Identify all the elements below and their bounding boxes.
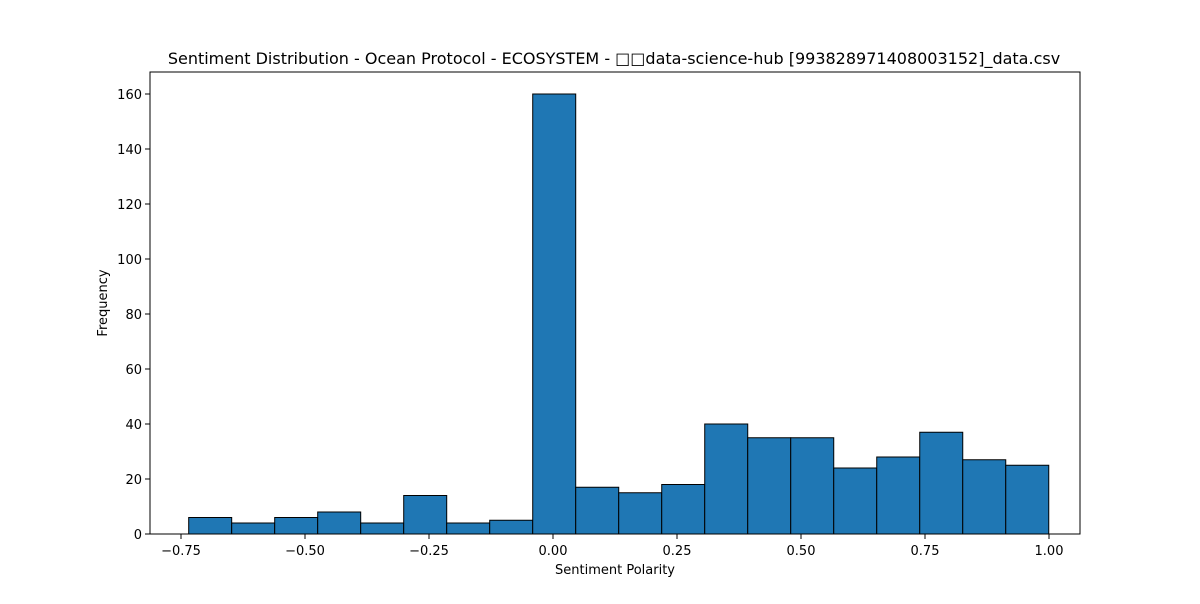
x-tick-label: 1.00 xyxy=(1035,544,1064,559)
bars-layer xyxy=(188,93,1050,535)
x-tick-label: −0.75 xyxy=(161,544,201,559)
x-tick-label: −0.25 xyxy=(409,544,449,559)
y-axis-ticks: 0 20 40 60 80 100 120 140 160 xyxy=(117,88,150,543)
chart-title: Sentiment Distribution - Ocean Protocol … xyxy=(168,49,1060,69)
y-tick-label: 120 xyxy=(117,198,142,213)
histogram-bar xyxy=(446,522,491,535)
plot-frame xyxy=(149,71,1081,535)
histogram-bar xyxy=(790,437,835,535)
histogram-bar xyxy=(188,517,233,535)
histogram-bar xyxy=(876,456,921,535)
y-tick-label: 80 xyxy=(125,308,142,323)
x-tick-label: 0.00 xyxy=(539,544,568,559)
histogram-bar xyxy=(231,522,276,535)
histogram-bar xyxy=(360,522,405,535)
y-tick-label: 20 xyxy=(125,473,142,488)
histogram-bar xyxy=(575,486,620,535)
x-tick-label: −0.50 xyxy=(285,544,325,559)
y-tick-label: 60 xyxy=(125,363,142,378)
x-tick-label: 0.50 xyxy=(787,544,816,559)
histogram-bar xyxy=(274,517,319,535)
x-axis-label: Sentiment Polarity xyxy=(555,563,675,578)
x-tick-label: 0.75 xyxy=(911,544,940,559)
y-tick-label: 140 xyxy=(117,143,142,158)
y-tick-label: 40 xyxy=(125,418,142,433)
x-tick-label: 0.25 xyxy=(663,544,692,559)
histogram-bar xyxy=(704,423,749,535)
y-tick-label: 160 xyxy=(117,88,142,103)
histogram-bar xyxy=(618,492,663,535)
y-tick-label: 0 xyxy=(134,528,142,543)
histogram-bar xyxy=(833,467,878,535)
histogram-bar xyxy=(317,511,362,535)
y-tick-label: 100 xyxy=(117,253,142,268)
histogram-bar xyxy=(489,519,534,535)
x-axis-ticks: −0.75 −0.50 −0.25 0.00 0.25 0.50 0.75 1.00 xyxy=(161,534,1063,559)
histogram-bar xyxy=(661,484,706,535)
histogram-bar xyxy=(403,495,448,535)
histogram-bar xyxy=(919,431,964,535)
histogram-bar xyxy=(532,93,577,535)
histogram-bar xyxy=(962,459,1007,535)
histogram-bar xyxy=(1005,464,1050,535)
histogram-bar xyxy=(747,437,792,535)
y-axis-label: Frequency xyxy=(96,269,111,336)
